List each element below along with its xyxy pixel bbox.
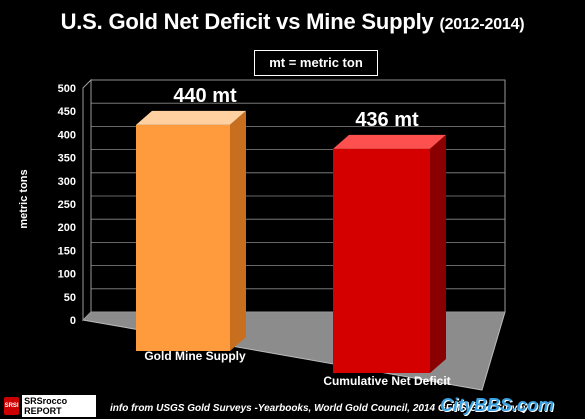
y-tick-label: 300	[58, 176, 76, 188]
bar-2	[333, 134, 446, 373]
y-tick-label: 100	[58, 269, 76, 281]
y-tick-label: 400	[58, 129, 76, 141]
data-label: 436 mt	[355, 109, 419, 131]
y-tick-label: 350	[58, 153, 76, 165]
unit-note: mt = metric ton	[254, 50, 378, 76]
y-axis-wall	[82, 78, 92, 322]
category-label: Gold Mine Supply	[144, 349, 246, 363]
bar-side	[430, 134, 446, 373]
watermark: CityBBS.com	[440, 395, 555, 415]
y-tick-label: 150	[58, 245, 76, 257]
chart-title-main: U.S. Gold Net Deficit vs Mine Supply	[60, 9, 434, 34]
srsrocco-logo: SRSI SRSrocco REPORT	[4, 395, 96, 417]
bar-1	[136, 110, 246, 351]
data-label: 440 mt	[173, 85, 237, 107]
y-tick-label: 500	[58, 83, 76, 95]
y-tick-label: 450	[58, 106, 76, 118]
bar-top	[333, 134, 446, 149]
category-label: Cumulative Net Deficit	[323, 374, 450, 388]
bar-top	[136, 110, 246, 125]
y-tick-label: 250	[58, 199, 76, 211]
logo-word: SRSrocco REPORT	[22, 395, 96, 417]
chart-title: U.S. Gold Net Deficit vs Mine Supply (20…	[0, 9, 585, 35]
y-tick-label: 200	[58, 222, 76, 234]
logo-mark: SRSI	[4, 397, 20, 415]
y-tick-label: 50	[64, 292, 76, 304]
bar-side	[230, 110, 246, 351]
chart-title-years: (2012-2014)	[439, 16, 525, 33]
bar-front	[136, 124, 230, 351]
bar-front	[333, 148, 430, 373]
source-footnote: info from USGS Gold Surveys -Yearbooks, …	[110, 403, 529, 414]
y-tick-label: 0	[70, 315, 76, 327]
